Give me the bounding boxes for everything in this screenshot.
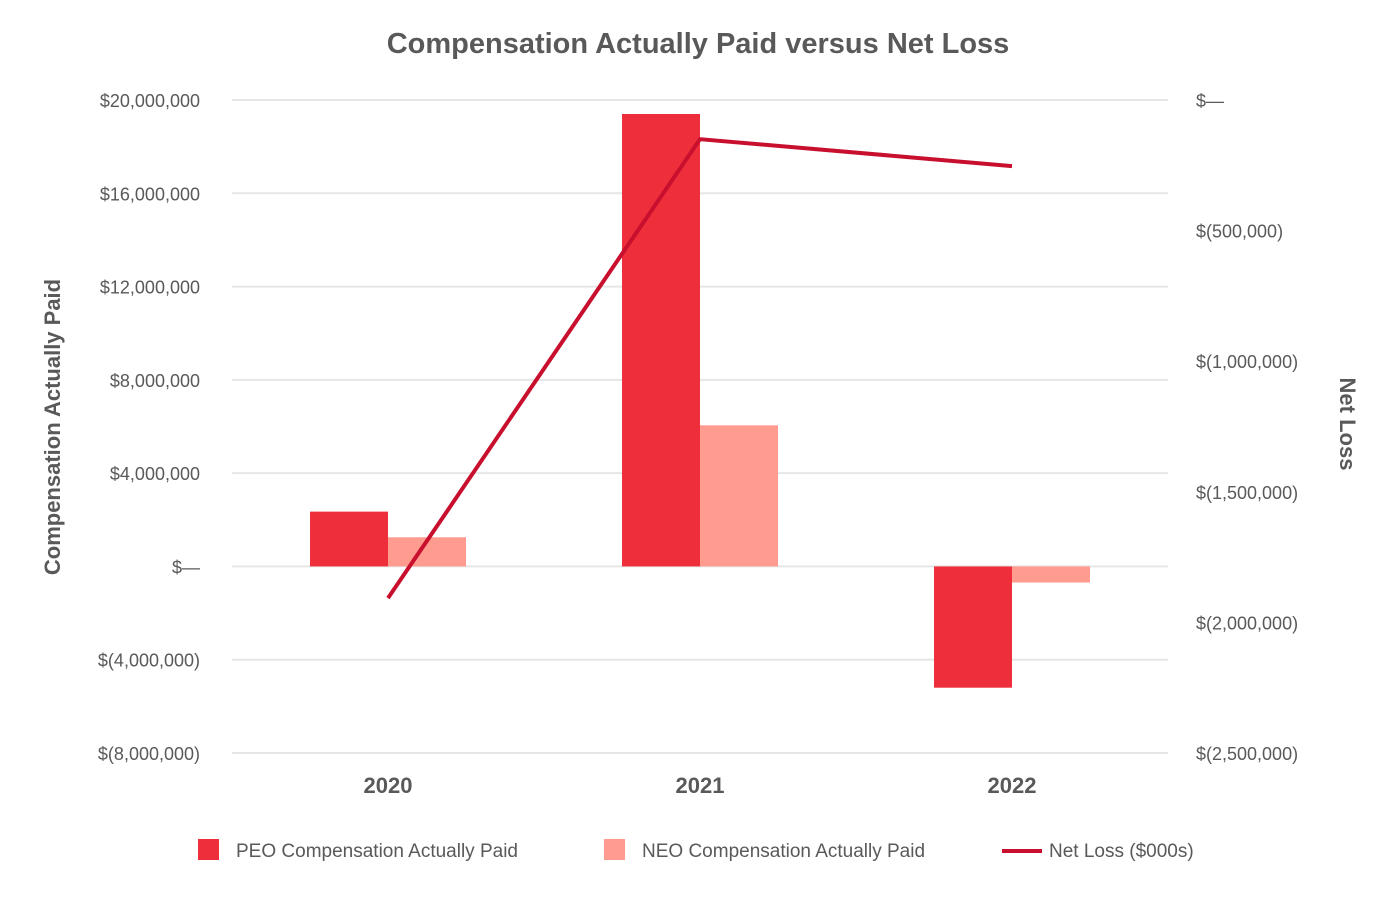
x-tick-label: 2020 [364,773,413,798]
y-tick-label: $20,000,000 [100,91,200,111]
legend-label: PEO Compensation Actually Paid [236,841,518,862]
bar-peo-2020 [310,511,388,567]
y-tick-label: $— [172,557,200,577]
y2-tick-label: $(500,000) [1196,222,1283,242]
legend-swatch [604,839,625,860]
y2-axis-label: Net Loss [1335,378,1360,471]
bar-neo-2021 [700,425,778,567]
x-tick-label: 2022 [988,773,1037,798]
y-tick-label: $8,000,000 [110,371,200,391]
y2-tick-label: $— [1196,91,1224,111]
legend-label: Net Loss ($000s) [1049,841,1194,862]
y-tick-label: $16,000,000 [100,184,200,204]
y2-tick-label: $(2,000,000) [1196,613,1298,633]
y-tick-label: $(8,000,000) [98,744,200,764]
y2-tick-label: $(2,500,000) [1196,744,1298,764]
y-tick-label: $12,000,000 [100,278,200,298]
bar-peo-2021 [622,113,700,567]
bar-peo-2022 [934,566,1012,688]
legend-swatch [198,839,219,860]
legend-label: NEO Compensation Actually Paid [642,841,925,862]
y-axis-label: Compensation Actually Paid [40,279,65,575]
y-tick-label: $4,000,000 [110,464,200,484]
y2-tick-label: $(1,000,000) [1196,352,1298,372]
x-tick-label: 2021 [676,773,725,798]
y-tick-label: $(4,000,000) [98,651,200,671]
bar-neo-2022 [1012,566,1090,583]
chart-title: Compensation Actually Paid versus Net Lo… [387,28,1010,60]
y2-tick-label: $(1,500,000) [1196,483,1298,503]
